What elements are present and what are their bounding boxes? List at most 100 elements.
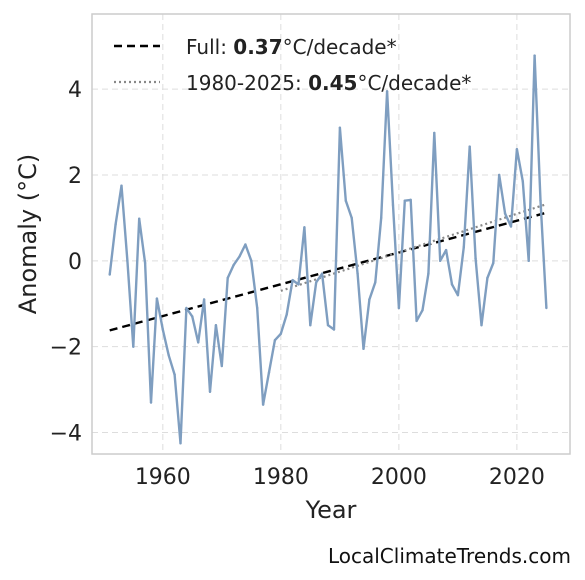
x-tick-labels: 1960 1980 2000 2020 <box>135 465 545 490</box>
data-point <box>397 306 401 310</box>
trend-line-recent <box>280 203 547 292</box>
data-point <box>315 281 318 284</box>
data-point <box>356 272 359 275</box>
data-point <box>291 278 294 282</box>
data-point <box>320 272 324 275</box>
data-point <box>379 216 383 220</box>
data-point <box>273 339 277 342</box>
data-point <box>297 283 300 286</box>
data-point <box>256 306 259 310</box>
data-point <box>486 276 489 280</box>
y-tick-label: −4 <box>50 422 82 447</box>
data-point <box>421 308 424 312</box>
data-point <box>503 212 507 215</box>
data-point <box>161 328 165 331</box>
data-point <box>126 259 129 263</box>
data-point <box>385 90 389 93</box>
data-point <box>403 199 406 202</box>
data-point <box>155 297 159 300</box>
y-tick-label: 4 <box>68 78 82 103</box>
data-point <box>208 390 212 393</box>
data-point <box>138 217 141 220</box>
data-point <box>250 259 253 263</box>
data-point <box>332 328 336 331</box>
legend-entry: 1980-2025: 0.45°C/decade* <box>186 71 471 95</box>
data-point <box>326 324 330 327</box>
data-point <box>143 261 147 265</box>
data-point <box>261 403 265 406</box>
data-point <box>533 54 536 57</box>
data-point <box>220 364 224 368</box>
data-point <box>214 324 218 327</box>
data-point <box>415 319 418 323</box>
data-point <box>374 281 377 284</box>
data-point <box>368 298 371 301</box>
trend-lines <box>109 203 547 332</box>
data-point <box>132 345 135 348</box>
data-point <box>468 145 471 148</box>
data-point <box>539 199 542 202</box>
data-point <box>497 173 501 177</box>
data-point <box>232 263 235 267</box>
data-point <box>362 347 365 351</box>
x-tick-label: 1960 <box>135 465 191 490</box>
data-point <box>244 243 247 246</box>
data-point <box>149 401 153 404</box>
y-tick-labels: −4 −2 0 2 4 <box>50 78 82 446</box>
trend-line-full <box>109 211 547 332</box>
grid-lines <box>92 14 570 454</box>
data-point <box>173 373 176 376</box>
data-point <box>480 324 483 327</box>
data-point <box>515 148 519 151</box>
data-point <box>438 259 442 263</box>
data-point <box>527 259 530 263</box>
x-axis-label: Year <box>305 496 357 524</box>
data-point <box>444 248 448 252</box>
data-point <box>344 199 347 202</box>
data-point <box>197 341 200 344</box>
legend: Full: 0.37°C/decade* 1980-2025: 0.45°C/de… <box>114 35 471 95</box>
data-point <box>185 306 188 310</box>
data-point <box>120 184 123 187</box>
data-point <box>462 245 465 249</box>
x-tick-label: 1980 <box>253 465 309 490</box>
data-point <box>238 255 241 258</box>
data-point <box>456 293 460 297</box>
site-credit: LocalClimateTrends.com <box>327 544 571 568</box>
data-point <box>179 442 182 445</box>
y-tick-label: −2 <box>50 336 82 361</box>
legend-entry: Full: 0.37°C/decade* <box>186 35 397 59</box>
series-group <box>108 54 548 445</box>
data-point <box>545 306 548 310</box>
data-point <box>450 283 454 286</box>
data-point <box>267 371 271 374</box>
data-point <box>303 226 306 229</box>
data-point <box>509 225 513 228</box>
data-point <box>309 324 312 327</box>
data-point <box>338 126 342 129</box>
data-point <box>202 298 206 301</box>
plot-frame <box>91 13 571 455</box>
data-point <box>114 223 117 226</box>
data-point <box>391 203 395 207</box>
data-point <box>409 198 412 202</box>
data-point <box>167 354 170 357</box>
data-point <box>521 180 524 183</box>
data-point <box>285 313 288 316</box>
y-axis-label: Anomaly (°C) <box>14 154 42 314</box>
series-line <box>108 54 548 445</box>
y-tick-label: 2 <box>68 164 82 189</box>
data-point <box>492 261 495 265</box>
x-tick-label: 2000 <box>371 465 427 490</box>
data-point <box>427 272 430 275</box>
data-point <box>226 276 229 280</box>
data-point <box>433 131 436 135</box>
y-tick-label: 0 <box>68 250 82 275</box>
x-tick-label: 2020 <box>489 465 545 490</box>
data-point <box>191 315 194 318</box>
data-point <box>279 332 283 336</box>
data-point <box>350 216 353 220</box>
data-point <box>108 273 111 276</box>
data-point <box>474 257 477 260</box>
